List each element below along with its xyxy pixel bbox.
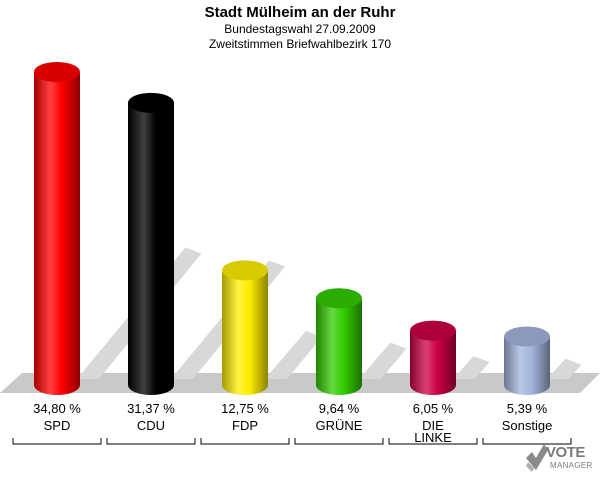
value-label: 6,05 % — [413, 401, 454, 416]
bar-cdu — [128, 92, 174, 396]
category-label: SPD — [44, 418, 71, 433]
bar-body — [222, 270, 268, 395]
category-label: GRÜNE — [316, 418, 363, 433]
bar-body — [34, 72, 80, 395]
value-label: 12,75 % — [221, 401, 269, 416]
bar-top — [504, 326, 550, 347]
bars — [34, 62, 550, 396]
bar-fdp — [222, 260, 268, 395]
bar-shadow — [453, 356, 490, 379]
logo-main-text: VOTE — [546, 444, 585, 461]
category-label: Sonstige — [502, 418, 553, 433]
category-bracket — [200, 438, 290, 445]
value-label: 5,39 % — [507, 401, 548, 416]
category-label: CDU — [137, 418, 165, 433]
vote-manager-logo: VOTE MANAGER — [524, 440, 600, 480]
bar-body — [316, 298, 362, 395]
labels: 34,80 % SPD 31,37 % CDU 12,75 % FDP 9,64 % GRÜN… — [12, 401, 572, 445]
bar-body — [410, 330, 456, 395]
chart-subtitle-election: Bundestagswahl 27.09.2009 — [224, 22, 376, 36]
chart-header: Stadt Mülheim an der Ruhr Bundestagswahl… — [0, 4, 600, 52]
bar-top — [316, 288, 362, 309]
category-label: LINKE — [414, 430, 452, 445]
category-bracket — [482, 438, 572, 445]
logo-check-icon — [526, 444, 548, 472]
bar-top — [128, 92, 174, 113]
bar-body — [504, 336, 550, 395]
chart-subtitle-district: Zweitstimmen Briefwahlbezirk 170 — [208, 37, 392, 51]
bar-shadow — [547, 358, 582, 379]
bar-shadow — [359, 342, 407, 379]
category-bracket — [12, 438, 102, 445]
chart-title: Stadt Mülheim an der Ruhr — [204, 4, 396, 21]
bar-body — [128, 102, 174, 396]
logo-sub-text: MANAGER — [550, 461, 593, 470]
bar-die-linke — [410, 320, 456, 395]
bar-top — [34, 62, 80, 82]
bar-top — [410, 320, 456, 341]
category-bracket — [294, 438, 384, 445]
bar-top — [222, 260, 268, 281]
value-label: 31,37 % — [127, 401, 175, 416]
bar-sonstige — [504, 326, 550, 395]
value-label: 34,80 % — [33, 401, 81, 416]
bar-grüne — [316, 288, 362, 395]
category-bracket — [388, 438, 478, 445]
category-bracket — [106, 438, 196, 445]
value-label: 9,64 % — [319, 401, 360, 416]
bar-shadow — [265, 330, 322, 379]
category-label: DIE — [422, 418, 444, 433]
bar-spd — [34, 62, 80, 395]
category-label: FDP — [232, 418, 258, 433]
